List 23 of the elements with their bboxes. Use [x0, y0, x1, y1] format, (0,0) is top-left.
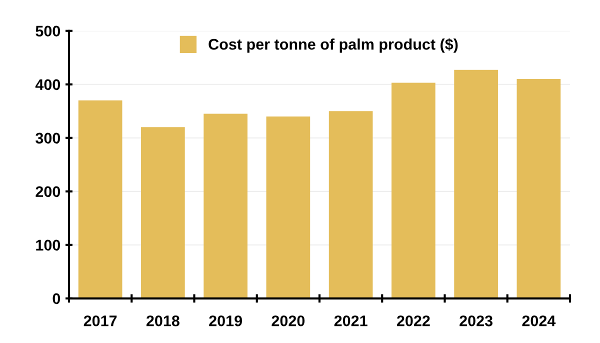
bar — [204, 114, 248, 298]
bar — [328, 111, 373, 298]
x-tick-label: 2023 — [460, 315, 493, 326]
x-tick-label: 2020 — [272, 315, 305, 326]
x-tick-label: 2019 — [209, 315, 242, 326]
y-tick-label: 300 — [36, 132, 60, 144]
y-tick-label: 500 — [36, 26, 60, 37]
x-tick-label: 2022 — [396, 315, 430, 326]
bar — [454, 70, 498, 298]
legend-label: Cost per tonne of palm product ($) — [208, 38, 458, 53]
y-tick-label: 0 — [52, 293, 60, 304]
bar — [266, 116, 310, 298]
y-tick-label: 100 — [36, 240, 60, 251]
bar — [516, 79, 561, 298]
x-tick-label: 2017 — [84, 315, 117, 326]
x-tick-label: 2024 — [522, 315, 556, 326]
x-tick-label: 2018 — [146, 315, 180, 326]
y-tick-label: 400 — [35, 79, 60, 90]
bar — [141, 127, 185, 298]
x-tick-label: 2021 — [334, 315, 368, 326]
y-tick-label: 200 — [36, 186, 60, 198]
bar — [78, 100, 122, 298]
bar — [392, 82, 436, 298]
